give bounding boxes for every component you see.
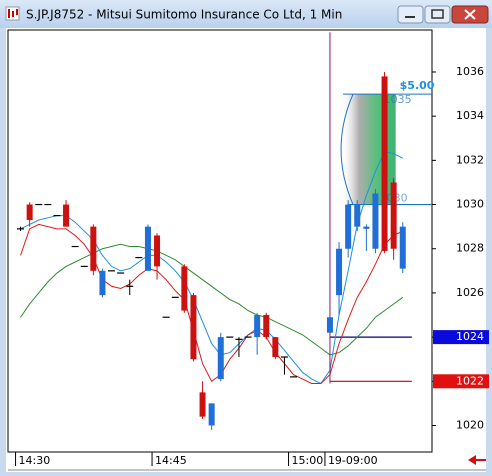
price-marker	[433, 330, 489, 345]
app-icon	[5, 6, 20, 21]
candle-body	[263, 315, 270, 338]
candle-body	[63, 204, 70, 227]
ma-line	[20, 243, 404, 356]
candle-body	[154, 235, 161, 267]
maximize-button[interactable]	[424, 5, 451, 24]
price-marker-label: 1024	[456, 330, 484, 343]
ma-line	[20, 223, 403, 385]
y-tick-label: 1034	[456, 109, 484, 122]
x-tick-label: 14:45	[155, 454, 187, 467]
candle-body	[99, 270, 106, 296]
candle-body	[199, 392, 206, 417]
x-tick-label: 19-09:00	[328, 454, 378, 467]
y-tick-label: 1032	[456, 153, 484, 166]
candle-body	[190, 295, 197, 360]
candle-body	[144, 226, 151, 271]
candle-body	[390, 182, 397, 249]
candle-body	[399, 226, 406, 269]
candle-body	[272, 337, 279, 357]
close-button[interactable]	[451, 5, 489, 24]
candle-body	[354, 204, 361, 227]
profit-label: $5.00	[400, 79, 435, 92]
candle-body	[217, 337, 224, 380]
candle-body	[181, 266, 188, 311]
ma-line	[20, 150, 403, 385]
candle-body	[254, 315, 261, 338]
candle-body	[90, 226, 97, 271]
candle-body	[372, 193, 379, 249]
candle-body	[363, 226, 370, 229]
price-marker-label: 1022	[456, 374, 484, 387]
candle-body	[381, 76, 388, 251]
price-marker	[433, 374, 489, 389]
candle-body	[345, 204, 352, 249]
candle-body	[208, 403, 215, 426]
y-tick-label: 1026	[456, 286, 484, 299]
x-tick-label: 15:00	[292, 454, 324, 467]
candle-body	[326, 317, 333, 333]
y-tick-label: 1030	[456, 198, 484, 211]
plot-area	[7, 29, 433, 453]
y-tick-label: 1036	[456, 65, 484, 78]
candle-body	[336, 248, 343, 296]
y-tick-label: 1028	[456, 242, 484, 255]
y-tick-label: 1020	[456, 418, 484, 431]
x-tick-label: 14:30	[19, 454, 51, 467]
candle-body	[26, 204, 33, 221]
zone-arc	[340, 93, 354, 205]
zone-top-label: 1035	[384, 93, 412, 106]
minimize-button[interactable]	[397, 5, 424, 24]
window-title: S.JP.J8752 - Mitsui Sumitomo Insurance C…	[26, 8, 342, 22]
